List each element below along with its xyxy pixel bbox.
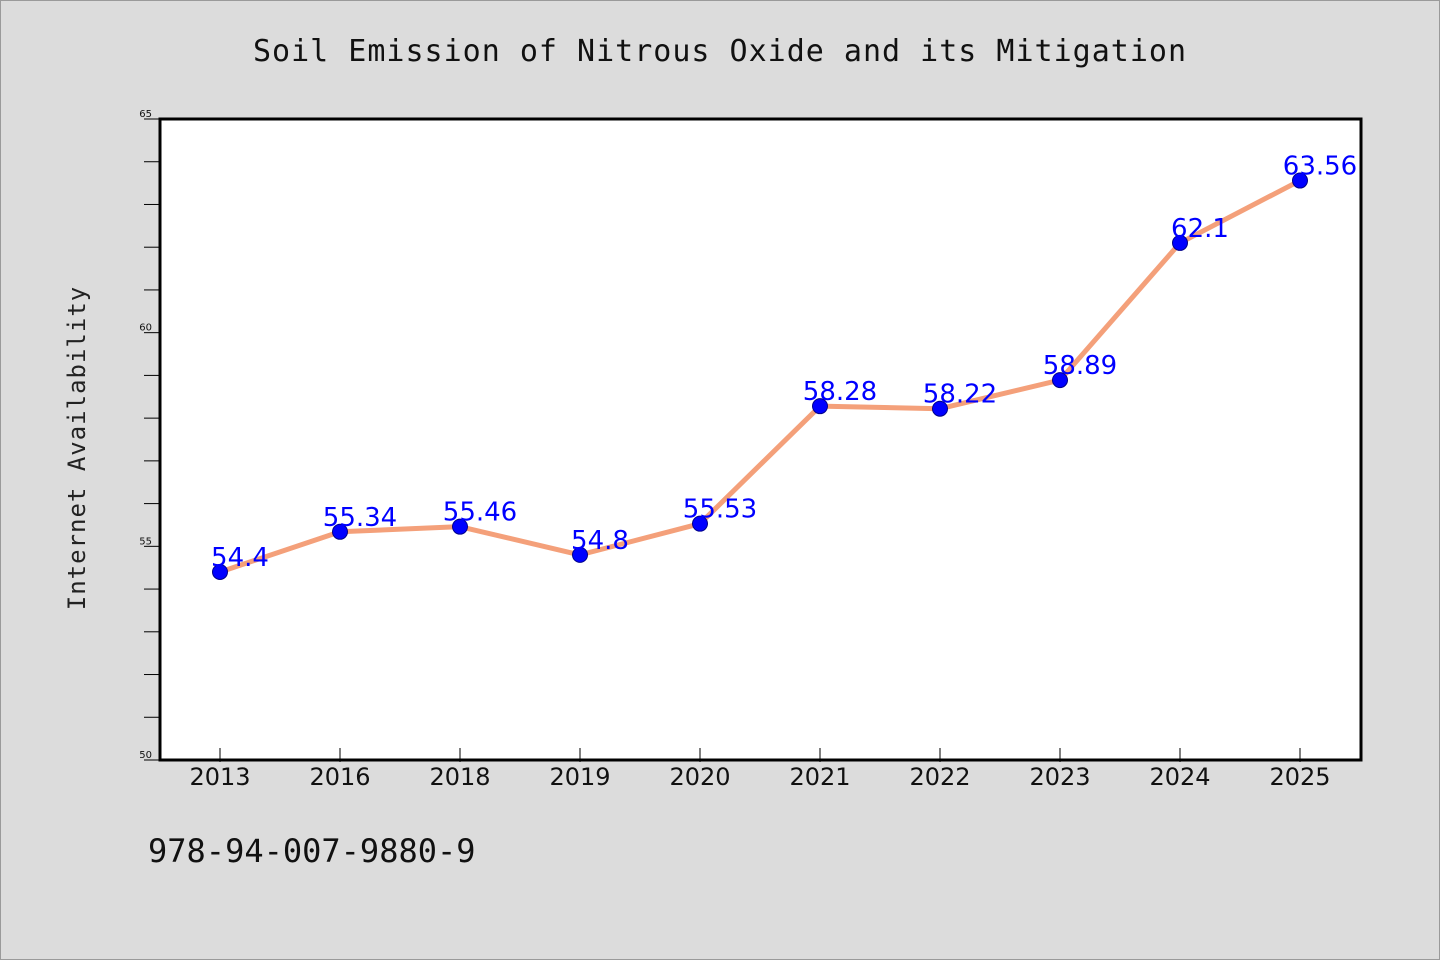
x-tick-label: 2020	[669, 763, 730, 791]
data-label: 55.53	[683, 495, 757, 525]
data-point	[1172, 234, 1188, 251]
data-label: 58.28	[803, 377, 877, 407]
markers-group	[212, 172, 1308, 580]
x-tick-label: 2016	[309, 763, 370, 791]
x-tick-label: 2018	[429, 763, 490, 791]
data-point	[332, 523, 348, 540]
data-point	[212, 563, 228, 580]
data-point	[692, 515, 708, 532]
data-point	[812, 398, 828, 415]
x-tick-label: 2023	[1029, 763, 1090, 791]
data-labels-group: 54.4 55.34 55.46 54.8 55.53 58.28 58.22 58.89 62…	[211, 152, 1357, 573]
y-axis-label: Internet Availability	[63, 286, 91, 610]
y-axis: 50 55 60 65	[139, 109, 159, 761]
data-point	[452, 518, 468, 535]
x-axis: 2013 2016 2018 2019 2020 2021 2022 2023 2024 2025	[189, 748, 1331, 791]
y-tick-label: 55	[139, 536, 152, 547]
data-label: 54.8	[571, 526, 629, 556]
data-label: 55.34	[323, 503, 397, 533]
data-label: 54.4	[211, 543, 269, 573]
plot-area	[158, 117, 1363, 762]
data-point	[572, 546, 588, 563]
footer-id-text: 978-94-007-9880-9	[148, 832, 476, 870]
x-tick-label: 2024	[1149, 763, 1210, 791]
y-tick-label: 60	[139, 323, 152, 334]
data-label: 58.22	[923, 380, 997, 410]
data-label: 62.1	[1171, 214, 1229, 244]
data-point	[1052, 372, 1068, 389]
y-tick-label: 50	[139, 750, 152, 761]
data-label: 55.46	[443, 498, 517, 528]
data-point	[932, 400, 948, 417]
data-point	[1292, 172, 1308, 189]
series-line-group	[217, 178, 1303, 575]
x-tick-label: 2025	[1269, 763, 1330, 791]
x-tick-label: 2021	[789, 763, 850, 791]
x-tick-label: 2013	[189, 763, 250, 791]
data-label: 63.56	[1283, 152, 1357, 182]
x-tick-label: 2022	[909, 763, 970, 791]
data-label: 58.89	[1043, 351, 1117, 381]
chart-title: Soil Emission of Nitrous Oxide and its M…	[252, 34, 1187, 69]
y-tick-label: 65	[139, 109, 152, 120]
series-line	[217, 178, 1303, 575]
x-tick-label: 2019	[549, 763, 610, 791]
